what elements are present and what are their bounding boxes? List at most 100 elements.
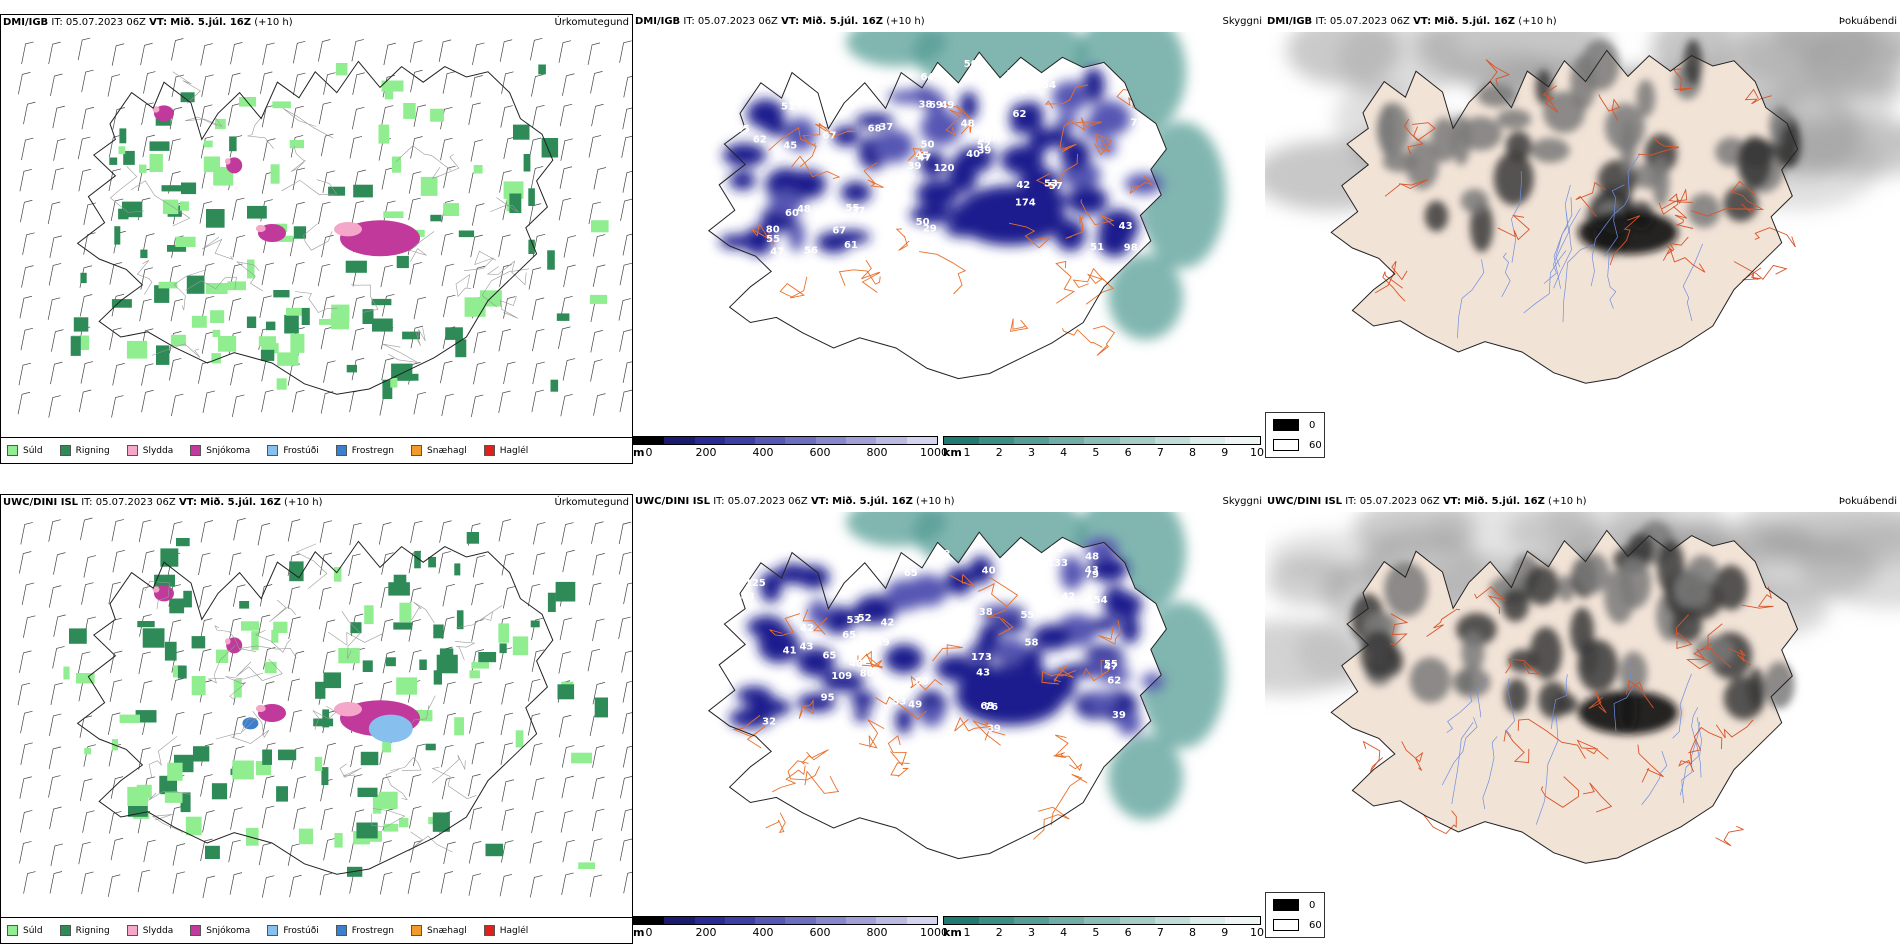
wind-barb xyxy=(200,838,213,862)
road xyxy=(281,179,338,196)
precip-cell xyxy=(161,185,183,192)
visibility-tick: 3 xyxy=(1027,926,1035,939)
fog-blob xyxy=(1780,123,1801,168)
precip-cell xyxy=(211,783,228,800)
sleet-area xyxy=(255,704,266,713)
wind-barb xyxy=(263,138,276,161)
road xyxy=(863,162,884,188)
ceiling-blob xyxy=(915,179,960,208)
legend-item-rigning: Rigning xyxy=(59,445,110,456)
precip-cell xyxy=(205,283,228,294)
precip-cell xyxy=(403,103,416,119)
precip-cell xyxy=(264,661,277,674)
wind-barb xyxy=(499,39,513,62)
precip-cell xyxy=(372,794,382,814)
wind-barb xyxy=(618,521,632,545)
wind-barb xyxy=(292,201,305,225)
wind-barb xyxy=(621,808,632,831)
precip-cell xyxy=(271,629,279,643)
visibility-tick: 1 xyxy=(963,446,971,459)
wind-barb xyxy=(19,776,32,799)
wind-barb xyxy=(287,519,301,542)
wind-barb xyxy=(230,42,243,65)
wind-barb xyxy=(593,393,606,416)
wind-barb xyxy=(618,551,632,575)
precip-cell xyxy=(432,812,450,832)
road xyxy=(341,611,361,659)
wind-barb xyxy=(589,838,603,861)
ceiling-label: 48 xyxy=(1085,552,1099,563)
road xyxy=(236,261,264,292)
wind-barb xyxy=(230,362,243,386)
road-network xyxy=(109,71,530,363)
precip-cell xyxy=(385,657,396,667)
road xyxy=(1686,642,1713,670)
ceiling-label: 39 xyxy=(977,145,991,156)
wind-barb xyxy=(168,744,181,767)
wind-barb xyxy=(529,875,543,898)
wind-barb xyxy=(562,358,576,381)
wind-barb xyxy=(533,522,546,545)
road xyxy=(1116,89,1134,109)
wind-barb xyxy=(468,102,481,125)
road xyxy=(1598,94,1621,122)
fog-blob xyxy=(1384,561,1428,617)
wind-barb xyxy=(408,774,422,797)
wind-barb xyxy=(108,581,121,605)
ceiling-blob xyxy=(1119,614,1140,644)
wind-barb xyxy=(528,137,542,161)
legend-item-frostregn: Frostregn xyxy=(335,445,394,456)
wind-barb xyxy=(78,168,91,192)
wind-barb xyxy=(443,841,456,865)
ceiling-label: 80 xyxy=(860,668,874,679)
road xyxy=(1665,236,1689,255)
precip-map xyxy=(17,517,632,899)
road xyxy=(1517,718,1586,759)
haze-patch xyxy=(846,512,946,547)
wind-barb xyxy=(48,519,61,542)
road xyxy=(431,154,460,179)
ceiling-label: 67 xyxy=(832,226,846,237)
ceiling-tick: 800 xyxy=(866,926,888,939)
wind-barb xyxy=(23,615,36,638)
precip-cell xyxy=(176,538,190,547)
wind-barb xyxy=(352,72,365,95)
road xyxy=(1065,214,1084,239)
wind-barb xyxy=(228,103,241,126)
wind-barb xyxy=(473,330,486,354)
fog-blob xyxy=(1580,39,1620,91)
road xyxy=(940,103,973,135)
road xyxy=(282,108,334,139)
wind-barb xyxy=(381,357,394,381)
wind-barb xyxy=(171,678,184,701)
road xyxy=(1728,647,1751,667)
precip-cell xyxy=(69,628,87,644)
precip-cell xyxy=(154,285,170,303)
wind-barb xyxy=(112,107,125,130)
wind-barb xyxy=(532,104,545,128)
river xyxy=(1681,721,1700,804)
wind-barb xyxy=(322,170,335,193)
ceiling-blob xyxy=(768,190,805,215)
road xyxy=(887,735,907,767)
legend-item-slydda: Slydda xyxy=(126,925,173,936)
wind-barb xyxy=(142,134,155,158)
fog-legend: 0 60 xyxy=(1265,892,1325,938)
precip-cell xyxy=(360,751,379,766)
wind-barb xyxy=(619,838,632,862)
precip-cell xyxy=(383,823,399,832)
fog-blob xyxy=(1723,185,1759,222)
precip-cell xyxy=(547,592,556,612)
ceiling-label: 109 xyxy=(831,671,852,682)
road xyxy=(1401,741,1424,771)
wind-barb xyxy=(141,363,154,386)
fog-map xyxy=(1265,32,1900,384)
wind-barb xyxy=(261,805,275,829)
precip-cell xyxy=(277,352,299,366)
wind-barb xyxy=(322,619,336,642)
wind-barb xyxy=(622,171,632,193)
fog-blob xyxy=(1430,117,1458,163)
precip-cell xyxy=(203,140,213,148)
wind-barb xyxy=(351,39,364,62)
wind-barb xyxy=(470,394,484,418)
